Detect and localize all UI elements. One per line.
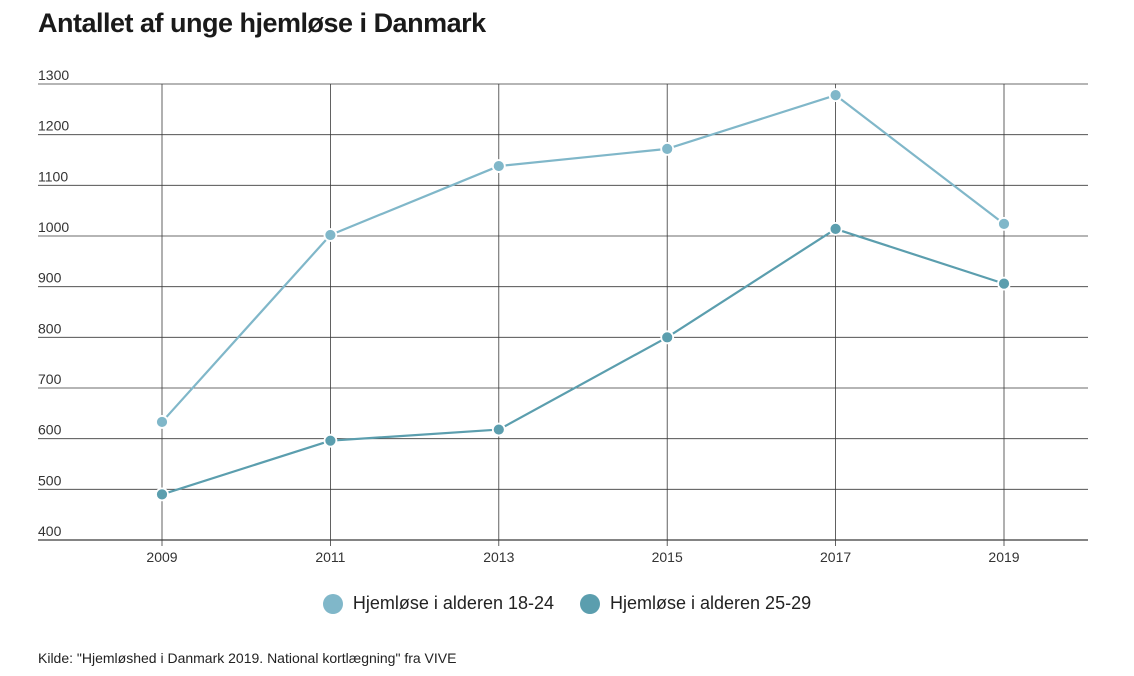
- data-point-s2-2015[interactable]: [660, 330, 675, 345]
- y-tick-label-1100: 1100: [38, 168, 68, 184]
- y-tick-label-1300: 1300: [38, 67, 69, 83]
- y-tick-label-900: 900: [38, 270, 62, 286]
- series-layer: [155, 88, 1011, 502]
- y-tick-label-400: 400: [38, 523, 62, 539]
- y-tick-label-500: 500: [38, 472, 62, 488]
- x-tick-label-2019: 2019: [988, 549, 1019, 565]
- data-point-s2-2013[interactable]: [491, 422, 506, 437]
- series-line-2: [161, 227, 1005, 496]
- data-point-s1-2011[interactable]: [323, 228, 338, 242]
- legend-label-18-24: Hjemløse i alderen 18-24: [352, 593, 554, 613]
- data-point-s2-2017[interactable]: [828, 222, 843, 236]
- legend-label-25-29: Hjemløse i alderen 25-29: [610, 593, 812, 613]
- data-point-s1-2013[interactable]: [491, 159, 506, 173]
- y-tick-label-1200: 1200: [38, 118, 69, 134]
- data-point-s1-2015[interactable]: [660, 141, 675, 156]
- data-point-s2-2019[interactable]: [997, 276, 1011, 291]
- y-tick-label-1000: 1000: [38, 219, 69, 235]
- x-tick-label-2017: 2017: [820, 549, 851, 565]
- data-point-s2-2009[interactable]: [155, 487, 169, 502]
- data-point-s2-2011[interactable]: [323, 433, 338, 448]
- x-tick-label-2009: 2009: [146, 549, 177, 565]
- data-point-s1-2017[interactable]: [828, 88, 843, 103]
- chart-title: Antallet af unge hjemløse i Danmark: [38, 8, 486, 38]
- y-tick-label-700: 700: [38, 371, 62, 387]
- legend-item-25-29[interactable]: Hjemløse i alderen 25-29: [580, 593, 811, 614]
- x-tick-label-2015: 2015: [652, 549, 683, 565]
- x-tick-label-2013: 2013: [483, 549, 514, 565]
- x-tick-label-2011: 2011: [315, 549, 345, 565]
- series-line-1: [161, 94, 1005, 423]
- legend: Hjemløse i alderen 18-24 Hjemløse i alde…: [0, 593, 1134, 614]
- legend-item-18-24[interactable]: Hjemløse i alderen 18-24: [322, 593, 554, 614]
- x-axis-ticks: 2009 2011 2013 2015 2017 2019: [146, 549, 1019, 565]
- y-tick-label-800: 800: [38, 320, 62, 336]
- data-point-s1-2019[interactable]: [997, 216, 1011, 231]
- data-point-s1-2009[interactable]: [155, 415, 169, 429]
- source-note: Kilde: "Hjemløshed i Danmark 2019. Natio…: [38, 650, 457, 666]
- grid-lines: [38, 83, 1088, 546]
- legend-swatch-25-29: [580, 593, 600, 614]
- y-tick-label-600: 600: [38, 422, 62, 438]
- legend-swatch-18-24: [322, 593, 343, 614]
- y-axis-ticks: 400 500 600 700 800 900 1000 1100 1200 1300: [38, 67, 69, 539]
